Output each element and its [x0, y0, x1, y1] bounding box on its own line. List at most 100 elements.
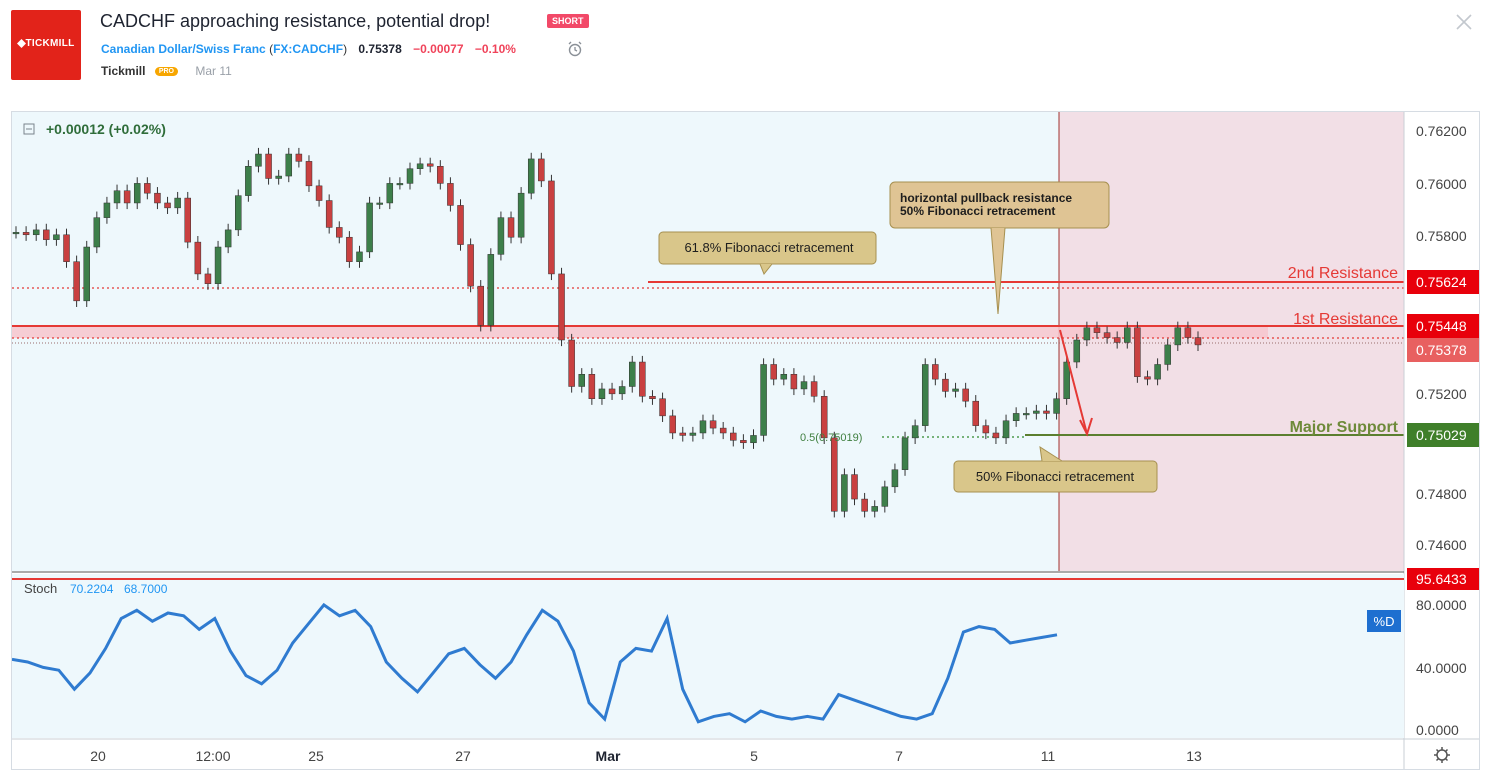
- candle-body: [53, 234, 60, 240]
- candle-body: [1063, 361, 1070, 399]
- paren-open: (: [269, 42, 274, 56]
- author-link[interactable]: Tickmill: [101, 64, 146, 78]
- candle-body: [1002, 420, 1010, 439]
- candles: [12, 147, 1202, 518]
- candle-body: [962, 388, 969, 402]
- callout-fib50-text: 50% Fibonacci retracement: [976, 469, 1135, 484]
- candle-body: [426, 163, 434, 167]
- candle-body: [295, 153, 303, 162]
- close-icon[interactable]: [1452, 10, 1476, 34]
- stoch-tick: 80.0000: [1416, 597, 1467, 613]
- candle-body: [366, 202, 373, 253]
- legend-change: +0.00012 (+0.02%): [46, 121, 166, 137]
- candle-body: [709, 420, 717, 429]
- chart-svg[interactable]: 2nd Resistance 1st Resistance Major Supp…: [11, 112, 1479, 769]
- time-tick: 27: [455, 748, 471, 764]
- symbol-name-link[interactable]: Canadian Dollar/Swiss Franc: [101, 42, 266, 56]
- stoch-level-tag: [1407, 568, 1479, 590]
- candle-body: [992, 432, 1000, 439]
- current-price-tag: [1407, 338, 1479, 362]
- callout-fib50-tail: [1039, 445, 1063, 462]
- candle-body: [457, 205, 464, 245]
- candle-body: [214, 246, 222, 284]
- candle-body: [1012, 413, 1020, 422]
- candle-body: [406, 168, 414, 184]
- candle-body: [1154, 364, 1161, 380]
- alarm-clock-icon[interactable]: [566, 40, 584, 58]
- candle-body: [740, 440, 747, 444]
- candle-body: [750, 435, 757, 444]
- candle-body: [315, 185, 323, 201]
- candle-body: [659, 398, 666, 417]
- projection-zone: [1059, 112, 1404, 571]
- candle-body: [770, 364, 777, 380]
- candle-body: [1174, 327, 1182, 346]
- logo-text: TICKMILL: [25, 38, 75, 49]
- candle-body: [719, 427, 727, 434]
- time-tick: 25: [308, 748, 324, 764]
- idea-title: CADCHF approaching resistance, potential…: [100, 11, 491, 31]
- candle-body: [831, 437, 838, 512]
- second-resistance-price: 0.75624: [1416, 274, 1467, 290]
- callout-pullback-tail: [990, 227, 1006, 315]
- candle-body: [1033, 410, 1040, 414]
- stoch-value-1: 70.2204: [70, 582, 114, 596]
- candle-body: [416, 163, 424, 169]
- paren-close: ): [343, 42, 348, 56]
- candle-body: [730, 432, 737, 441]
- candle-body: [325, 200, 333, 228]
- candle-body: [467, 244, 474, 287]
- settings-gear-icon[interactable]: [1434, 747, 1450, 763]
- candle-body: [669, 415, 676, 434]
- chart-container[interactable]: 2nd Resistance 1st Resistance Major Supp…: [11, 111, 1480, 770]
- candle-body: [972, 400, 979, 426]
- candle-body: [820, 396, 828, 439]
- callout-fib618-text: 61.8% Fibonacci retracement: [684, 240, 853, 255]
- projection-arrow-1: [1059, 329, 1088, 435]
- candle-body: [608, 388, 616, 395]
- candle-body: [507, 217, 515, 238]
- candle-body: [174, 197, 181, 209]
- candle-body: [245, 166, 252, 196]
- stoch-tick: 0.0000: [1416, 722, 1459, 738]
- candle-body: [63, 234, 70, 262]
- candle-body: [305, 161, 313, 187]
- candle-body: [93, 217, 101, 248]
- tickmill-mark-icon: [17, 39, 26, 48]
- candle-body: [679, 432, 687, 436]
- callout-pullback-line2: 50% Fibonacci retracement: [900, 204, 1055, 218]
- candle-body: [1073, 339, 1081, 363]
- stoch-d-badge-text: %D: [1374, 614, 1395, 629]
- major-support-price: 0.75029: [1416, 427, 1467, 443]
- callout-fib50: 50% Fibonacci retracement: [953, 445, 1158, 493]
- candle-body: [184, 197, 191, 243]
- collapse-legend-button[interactable]: [23, 123, 35, 135]
- candle-body: [487, 254, 495, 326]
- price-tick: 0.74600: [1416, 537, 1467, 553]
- candle-body: [861, 498, 868, 512]
- candle-body: [558, 273, 565, 341]
- stoch-panel-bg: [12, 574, 1404, 738]
- candle-body: [588, 374, 596, 399]
- candle-body: [891, 469, 899, 488]
- candle-body: [932, 364, 939, 380]
- candle-body: [942, 378, 949, 392]
- candle-body: [851, 474, 858, 500]
- candle-body: [921, 364, 929, 426]
- candle-body: [376, 202, 383, 205]
- resistance-zone: [12, 326, 1268, 338]
- callout-fib618-tail: [759, 263, 773, 275]
- candle-body: [810, 381, 818, 397]
- tickmill-logo[interactable]: TICKMILL: [11, 10, 81, 80]
- symbol-code-link[interactable]: FX:CADCHF: [273, 42, 344, 56]
- candle-body: [527, 158, 535, 194]
- candle-body: [517, 192, 525, 238]
- price-tick: 0.75800: [1416, 228, 1467, 244]
- candle-body: [224, 229, 232, 248]
- candle-body: [113, 190, 121, 204]
- idea-header: TICKMILL CADCHF approaching resistance, …: [0, 0, 1486, 100]
- candle-body: [1053, 398, 1060, 414]
- stoch-value-2: 68.7000: [124, 582, 168, 596]
- candle-body: [12, 232, 20, 235]
- candle-body: [911, 425, 919, 439]
